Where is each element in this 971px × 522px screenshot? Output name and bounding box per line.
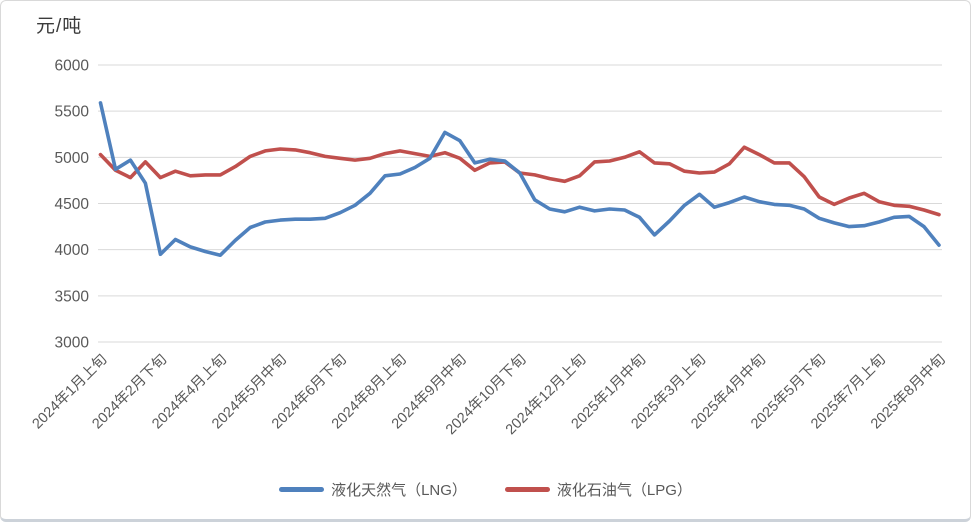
lpg-line-swatch bbox=[504, 487, 550, 492]
series-line-lng bbox=[98, 101, 941, 257]
legend-item-lpg: 液化石油气（LPG） bbox=[504, 479, 692, 500]
svg-text:5500: 5500 bbox=[55, 104, 90, 121]
svg-text:4500: 4500 bbox=[55, 196, 90, 213]
svg-text:4000: 4000 bbox=[55, 242, 90, 259]
lng-line-swatch bbox=[279, 487, 325, 492]
svg-text:6000: 6000 bbox=[55, 58, 90, 75]
legend-lpg-label: 液化石油气（LPG） bbox=[556, 482, 692, 499]
y-axis-labels: 3000 3500 4000 4500 5000 5500 6000 bbox=[55, 58, 90, 352]
gridlines bbox=[98, 64, 942, 343]
x-axis-labels: 2024年1月上旬2024年2月下旬2024年4月上旬2024年5月中旬2024… bbox=[29, 351, 949, 438]
svg-text:3500: 3500 bbox=[55, 288, 90, 305]
legend-lng-label: 液化天然气（LNG） bbox=[331, 482, 467, 499]
svg-text:3000: 3000 bbox=[55, 335, 90, 352]
line-chart-plot: 3000 3500 4000 4500 5000 5500 6000 2024年1月上旬202… bbox=[29, 58, 949, 439]
svg-text:5000: 5000 bbox=[55, 150, 90, 167]
legend-item-lng: 液化天然气（LNG） bbox=[279, 479, 467, 500]
chart-legend: 液化天然气（LNG） 液化石油气（LPG） bbox=[1, 479, 970, 500]
series-lines bbox=[98, 101, 941, 257]
y-axis-unit-label: 元/吨 bbox=[36, 16, 83, 37]
